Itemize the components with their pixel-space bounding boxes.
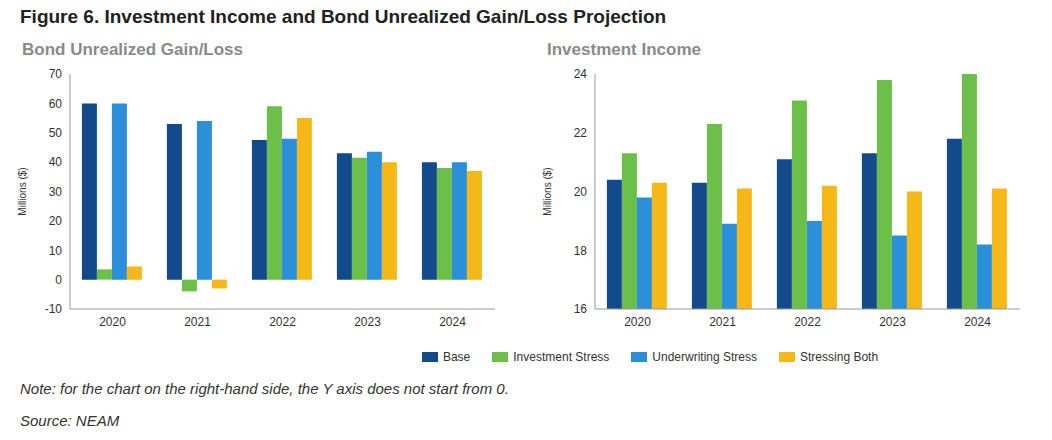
svg-text:18: 18 xyxy=(574,244,588,258)
svg-text:20: 20 xyxy=(49,214,63,228)
html-text:Stressing Both: Stressing Both xyxy=(800,350,879,364)
svg-text:2024: 2024 xyxy=(964,315,991,329)
svg-text:22: 22 xyxy=(574,126,588,140)
html-text:Investment Income: Investment Income xyxy=(547,40,701,59)
svg-text:0: 0 xyxy=(55,273,62,287)
svg-text:10: 10 xyxy=(49,244,63,258)
svg-text:2023: 2023 xyxy=(879,315,906,329)
svg-text:2024: 2024 xyxy=(439,315,466,329)
svg-text:40: 40 xyxy=(49,155,63,169)
svg-text:2021: 2021 xyxy=(184,315,211,329)
svg-text:2021: 2021 xyxy=(709,315,736,329)
html-text:Figure 6. Investment Income an: Figure 6. Investment Income and Bond Unr… xyxy=(20,6,667,27)
svg-text:24: 24 xyxy=(574,67,588,81)
svg-text:70: 70 xyxy=(49,67,63,81)
svg-text:-10: -10 xyxy=(45,302,63,316)
svg-text:Millions ($): Millions ($) xyxy=(542,167,553,215)
svg-text:2023: 2023 xyxy=(354,315,381,329)
svg-text:16: 16 xyxy=(574,302,588,316)
svg-text:Millions ($): Millions ($) xyxy=(17,167,28,215)
svg-text:2020: 2020 xyxy=(99,315,126,329)
html-text:Underwriting Stress: Underwriting Stress xyxy=(652,350,757,364)
svg-text:50: 50 xyxy=(49,126,63,140)
html-text:Investment Stress: Investment Stress xyxy=(513,350,610,364)
html-text:Source: NEAM: Source: NEAM xyxy=(20,412,120,429)
svg-text:2022: 2022 xyxy=(269,315,296,329)
html-text:Base: Base xyxy=(442,350,471,364)
svg-text:30: 30 xyxy=(49,185,63,199)
svg-text:60: 60 xyxy=(49,97,63,111)
svg-text:2022: 2022 xyxy=(794,315,821,329)
svg-text:20: 20 xyxy=(574,185,588,199)
html-text:Bond Unrealized Gain/Loss: Bond Unrealized Gain/Loss xyxy=(22,40,243,59)
svg-text:2020: 2020 xyxy=(624,315,651,329)
html-text:Note: for the chart on the rig: Note: for the chart on the right-hand si… xyxy=(20,380,509,397)
